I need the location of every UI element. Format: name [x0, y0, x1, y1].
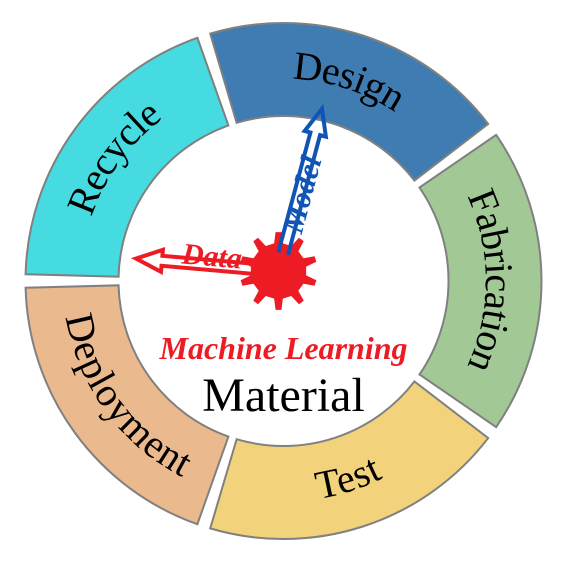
machine-learning-label: Machine Learning: [158, 330, 407, 366]
cycle-diagram: RecycleDesignFabricationTestDeploymentDa…: [0, 0, 567, 562]
model-arrow-label: Model: [276, 152, 329, 238]
segment-design: [210, 23, 488, 181]
data-arrow-label: Data: [180, 237, 244, 275]
material-label: Material: [202, 369, 365, 422]
